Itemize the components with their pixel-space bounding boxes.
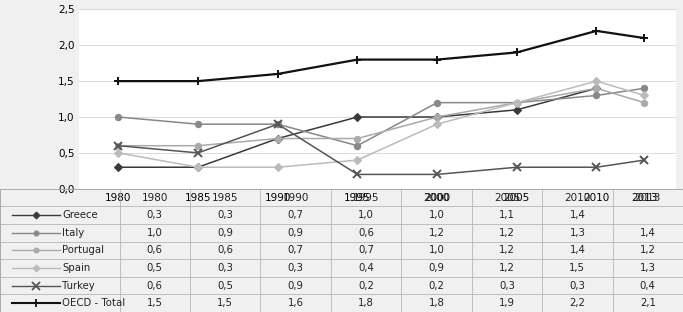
Text: 1,4: 1,4 — [570, 245, 585, 256]
Text: 1,8: 1,8 — [358, 298, 374, 308]
Text: Portugal: Portugal — [62, 245, 104, 256]
Text: 0,2: 0,2 — [358, 280, 374, 290]
Text: 0,9: 0,9 — [288, 228, 304, 238]
Text: OECD - Total: OECD - Total — [62, 298, 125, 308]
Text: 1,0: 1,0 — [428, 210, 445, 220]
Text: 1,1: 1,1 — [499, 210, 515, 220]
Text: 1980: 1980 — [141, 193, 168, 202]
Text: 1990: 1990 — [283, 193, 309, 202]
Text: Italy: Italy — [62, 228, 85, 238]
Text: 0,7: 0,7 — [288, 245, 304, 256]
Text: 0,6: 0,6 — [358, 228, 374, 238]
Text: 1,4: 1,4 — [640, 228, 656, 238]
Text: 0,3: 0,3 — [147, 210, 163, 220]
Text: 1,2: 1,2 — [499, 245, 515, 256]
Text: 1,2: 1,2 — [428, 228, 445, 238]
Text: 0,6: 0,6 — [147, 245, 163, 256]
Text: 0,9: 0,9 — [217, 228, 233, 238]
Text: 1,5: 1,5 — [570, 263, 585, 273]
Text: 1,5: 1,5 — [147, 298, 163, 308]
Text: 0,5: 0,5 — [147, 263, 163, 273]
Text: 2000: 2000 — [423, 193, 449, 202]
Text: Greece: Greece — [62, 210, 98, 220]
Text: 1,3: 1,3 — [640, 263, 656, 273]
Text: 1,8: 1,8 — [428, 298, 445, 308]
Text: 0,9: 0,9 — [288, 280, 304, 290]
Text: 2,2: 2,2 — [570, 298, 585, 308]
Text: 2,1: 2,1 — [640, 298, 656, 308]
Text: 2005: 2005 — [494, 193, 520, 202]
Text: 1,6: 1,6 — [288, 298, 304, 308]
Text: 0,4: 0,4 — [640, 280, 656, 290]
Text: Spain: Spain — [62, 263, 90, 273]
Text: Turkey: Turkey — [62, 280, 95, 290]
Text: 0,6: 0,6 — [147, 280, 163, 290]
Text: 0,4: 0,4 — [358, 263, 374, 273]
Text: 1,2: 1,2 — [499, 228, 515, 238]
Text: 0,3: 0,3 — [570, 280, 585, 290]
Text: 1,0: 1,0 — [147, 228, 163, 238]
Text: 1,5: 1,5 — [217, 298, 233, 308]
Text: 2013: 2013 — [635, 193, 661, 202]
Text: 0,7: 0,7 — [288, 210, 304, 220]
Text: 1,9: 1,9 — [499, 298, 515, 308]
Text: 0,2: 0,2 — [428, 280, 445, 290]
Text: 1,2: 1,2 — [640, 245, 656, 256]
Text: 0,9: 0,9 — [428, 263, 445, 273]
Text: 0,3: 0,3 — [499, 280, 515, 290]
Text: 1,2: 1,2 — [499, 263, 515, 273]
Text: 1985: 1985 — [212, 193, 238, 202]
Text: 1,4: 1,4 — [570, 210, 585, 220]
Text: 2010: 2010 — [564, 193, 591, 202]
Text: 0,6: 0,6 — [217, 245, 233, 256]
Text: 1,3: 1,3 — [570, 228, 585, 238]
Text: 1995: 1995 — [353, 193, 379, 202]
Text: 1,0: 1,0 — [358, 210, 374, 220]
Text: 0,3: 0,3 — [217, 210, 233, 220]
Text: 0,5: 0,5 — [217, 280, 233, 290]
Text: 0,3: 0,3 — [288, 263, 303, 273]
Text: 0,7: 0,7 — [358, 245, 374, 256]
Text: 1,0: 1,0 — [428, 245, 445, 256]
Text: 0,3: 0,3 — [217, 263, 233, 273]
